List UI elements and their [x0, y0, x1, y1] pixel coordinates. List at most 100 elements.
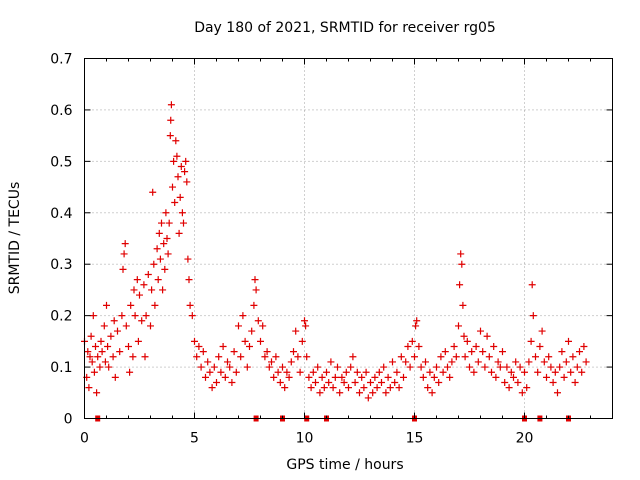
data-point: [373, 384, 381, 392]
data-point: [485, 353, 493, 361]
data-point: [554, 389, 561, 397]
data-point: [144, 271, 152, 278]
data-point: [419, 373, 427, 381]
data-point: [516, 363, 524, 371]
data-point: [307, 384, 315, 392]
data-point: [433, 363, 440, 371]
data-point: [281, 384, 289, 392]
data-point: [268, 358, 275, 366]
data-point: [274, 368, 282, 376]
data-point: [323, 368, 330, 376]
data-point: [391, 379, 399, 386]
data-point: [224, 358, 231, 366]
data-point: [448, 358, 456, 366]
data-point: [331, 373, 339, 381]
x-tick-label: 15: [406, 431, 424, 447]
data-point: [461, 353, 469, 361]
data-point: [178, 209, 186, 217]
data-point: [191, 337, 198, 345]
data-point: [114, 327, 121, 335]
data-point: [103, 301, 110, 309]
data-point: [292, 327, 300, 335]
data-point: [457, 250, 465, 258]
data-point: [176, 193, 184, 201]
data-point: [318, 373, 326, 381]
data-point: [417, 363, 425, 371]
data-point: [148, 286, 156, 294]
data-point: [547, 363, 555, 371]
data-point: [151, 301, 159, 309]
data-point: [428, 389, 436, 397]
data-point: [84, 348, 92, 356]
data-point: [358, 373, 366, 381]
y-tick-label: 0.6: [50, 103, 72, 119]
data-point: [576, 348, 583, 356]
data-point: [287, 358, 295, 366]
data-point: [232, 368, 240, 376]
data-point: [239, 312, 247, 320]
data-point: [257, 337, 264, 345]
data-point: [402, 358, 410, 366]
data-point: [505, 384, 513, 392]
data-point: [532, 353, 539, 361]
data-point: [107, 332, 115, 340]
data-point: [472, 343, 480, 350]
data-point: [219, 343, 227, 350]
data-point: [184, 255, 192, 263]
data-point: [395, 384, 403, 392]
data-point: [466, 363, 473, 371]
data-point: [109, 353, 117, 361]
data-point: [380, 363, 388, 371]
data-point: [327, 358, 335, 366]
data-point: [254, 317, 262, 325]
data-point: [129, 353, 137, 361]
data-point: [301, 317, 308, 325]
data-point: [125, 343, 132, 350]
data-point: [514, 379, 522, 386]
data-point: [173, 152, 181, 160]
data-point: [110, 317, 118, 325]
data-point: [353, 368, 361, 376]
data-point: [181, 168, 189, 176]
data-point: [562, 358, 570, 366]
data-point: [456, 281, 464, 289]
data-point: [235, 322, 242, 330]
data-point: [459, 301, 467, 309]
y-tick-label: 0.7: [50, 52, 72, 68]
data-point: [305, 373, 313, 381]
data-point: [499, 348, 506, 356]
data-point: [492, 373, 500, 381]
data-point: [441, 348, 449, 356]
data-point: [93, 389, 101, 397]
data-point: [360, 384, 368, 392]
data-point: [140, 281, 148, 289]
data-point: [523, 384, 531, 392]
data-point: [580, 343, 588, 350]
data-point: [170, 157, 178, 165]
data-point: [329, 384, 337, 392]
data-point: [221, 373, 229, 381]
data-point: [131, 312, 139, 320]
x-tick-labels: 0 5 10 15 20: [80, 431, 533, 447]
data-point: [556, 363, 564, 371]
data-point: [248, 327, 256, 335]
data-point: [474, 358, 482, 366]
x-tick-label: 0: [80, 431, 89, 447]
data-point: [272, 353, 280, 361]
data-point: [294, 353, 302, 361]
data-point: [88, 358, 96, 366]
x-tick-label: 10: [296, 431, 314, 447]
data-point: [185, 276, 193, 284]
data-point: [166, 132, 174, 140]
data-point: [479, 348, 487, 356]
data-point: [104, 343, 112, 350]
data-point: [371, 373, 379, 381]
data-point: [384, 373, 392, 381]
data-point: [180, 219, 187, 227]
data-point: [228, 379, 236, 386]
data-point: [437, 353, 445, 361]
data-point: [154, 276, 162, 284]
data-point: [400, 373, 407, 381]
data-point: [169, 183, 176, 191]
data-point: [298, 337, 306, 345]
